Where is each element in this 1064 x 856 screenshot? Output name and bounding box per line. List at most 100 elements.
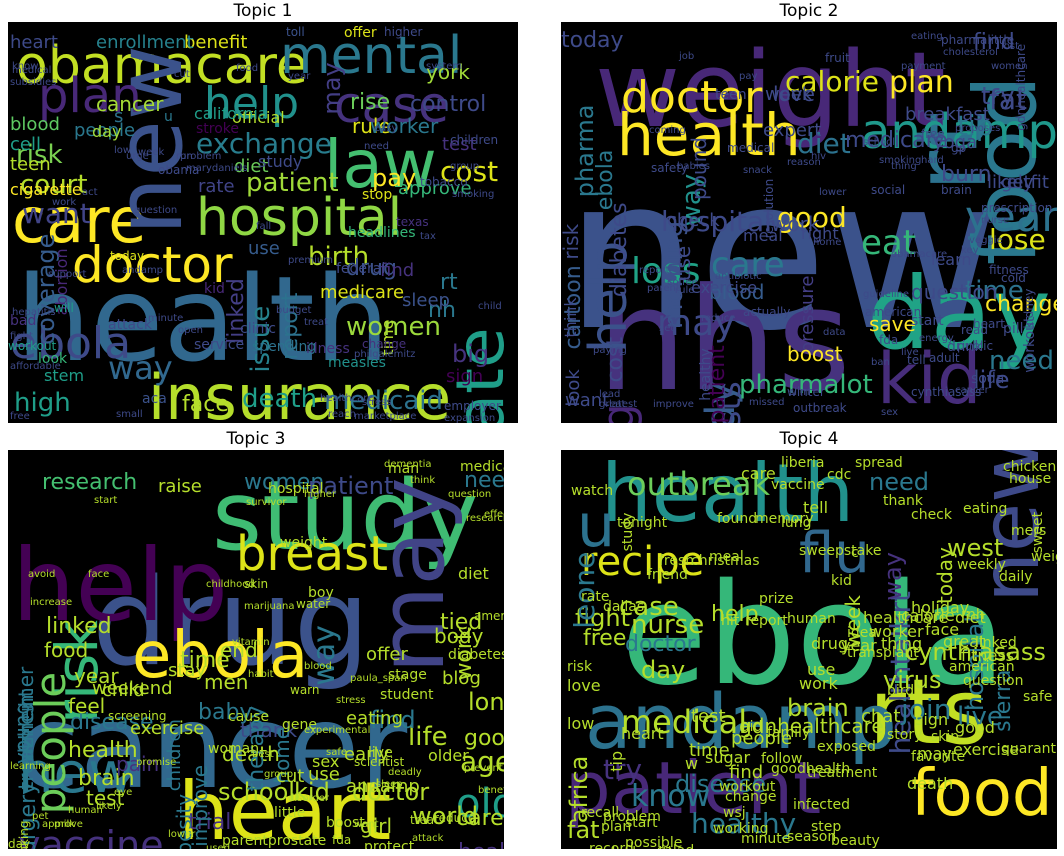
wordcloud-word: school xyxy=(218,778,295,806)
wordcloud-word: liberia xyxy=(781,455,825,471)
wordcloud-word: health xyxy=(617,101,801,169)
wordcloud-word: law xyxy=(324,126,437,203)
wordcloud-word: pharmalittle xyxy=(941,33,1015,47)
wordcloud-word: case xyxy=(334,76,449,134)
wordcloud-word: older xyxy=(428,746,469,765)
wordcloud-word: time xyxy=(965,276,1024,306)
wordcloud-word: free xyxy=(583,626,627,651)
wordcloud-word: day xyxy=(641,656,686,684)
wordcloud-word: women xyxy=(346,312,441,342)
wordcloud-word: working xyxy=(713,821,769,837)
wordcloud-word: may xyxy=(318,62,346,115)
wordcloud-word: question xyxy=(134,205,178,216)
wordcloud-word: group xyxy=(450,161,480,172)
wordcloud-word: set xyxy=(659,323,675,334)
wordcloud-word: stage xyxy=(388,667,427,683)
wordcloud-word: people xyxy=(74,120,136,141)
wordcloud-word: heart xyxy=(621,724,664,743)
wordcloud-word: think xyxy=(561,297,580,338)
wordcloud-word: obamacare xyxy=(891,249,948,260)
wordcloud-word: change xyxy=(362,337,407,351)
wordcloud-word: gene xyxy=(282,717,317,733)
wordcloud-word: calorie xyxy=(785,65,879,98)
wordcloud-word: cut xyxy=(174,69,190,80)
wordcloud-word: parent xyxy=(647,283,680,294)
wordcloud-word: stress xyxy=(362,397,392,408)
wordcloud-word: new xyxy=(565,132,1000,377)
wordcloud-word: nhs xyxy=(597,258,851,423)
wordcloud-word: watch xyxy=(571,483,614,499)
wordcloud-word: exchange xyxy=(196,127,332,160)
wordcloud-word: gdnhealthcare xyxy=(739,714,884,738)
wordcloud-word: change xyxy=(725,789,777,805)
wordcloud-word: worker xyxy=(869,622,924,641)
wordcloud-word: live xyxy=(368,745,393,761)
wordcloud-word: way xyxy=(879,552,907,601)
wordcloud-word: survivor xyxy=(246,497,287,508)
wordcloud-word: think xyxy=(410,475,436,486)
wordcloud-word: approve xyxy=(398,178,472,199)
wordcloud-word: sweepstake xyxy=(799,543,882,559)
wordcloud-word: face xyxy=(88,569,110,580)
wordcloud-word: marketplace xyxy=(354,411,417,422)
wordcloud-word: live xyxy=(901,347,919,358)
wordcloud-word: possible xyxy=(625,835,683,849)
wordcloud-word: researcher xyxy=(466,513,504,524)
wordcloud-word: boy xyxy=(308,585,334,601)
wordcloud-word: medical xyxy=(621,703,748,741)
wordcloud-word: american xyxy=(949,659,1015,675)
wordcloud-word: children xyxy=(450,133,499,147)
wordcloud-word: cynthiasass xyxy=(905,638,1046,666)
wordcloud-word: cigarette xyxy=(10,180,82,199)
wordcloud-word: food xyxy=(911,757,1053,831)
wordcloud-word: coming xyxy=(649,125,686,136)
wordcloud-word: fight xyxy=(575,604,630,632)
wordcloud-word: breakfast xyxy=(905,104,990,125)
wordcloud-word: loss xyxy=(631,251,701,292)
wordcloud-word: yoga xyxy=(933,132,978,153)
wordcloud-word: trial xyxy=(188,810,232,835)
wordcloud-word: old xyxy=(456,781,504,827)
wordcloud-word: report xyxy=(745,613,788,629)
wordcloud-word: high xyxy=(14,388,71,418)
wordcloud-word: kid xyxy=(294,778,330,806)
wordcloud-word: birth xyxy=(308,242,370,272)
wordcloud-word: exposed xyxy=(817,739,876,755)
wordcloud-word: time xyxy=(180,648,230,673)
wordcloud-word: best xyxy=(252,749,274,760)
wordcloud-word: benefit xyxy=(478,785,504,796)
wordcloud-word: soda xyxy=(971,371,1005,387)
wordcloud-word: safety xyxy=(651,161,689,175)
wordcloud-word: philgalemitz xyxy=(354,349,416,360)
topic-2-wordcloud: new nhs weight day health food rt kid andamp help… xyxy=(561,22,1057,423)
wordcloud-word: free xyxy=(921,127,945,141)
wordcloud-word: fda xyxy=(332,833,352,847)
wordcloud-word: linked xyxy=(975,635,1017,651)
wordcloud-word: food xyxy=(44,638,89,662)
wordcloud-word: pay xyxy=(372,164,417,192)
wordcloud-word: c xyxy=(851,545,859,561)
wordcloud-word: men xyxy=(204,670,249,694)
wordcloud-word: cancer xyxy=(16,680,408,815)
wordcloud-word: andamp xyxy=(122,265,164,276)
wordcloud-word: find xyxy=(729,762,764,783)
wordcloud-word: marijuana xyxy=(244,601,295,612)
wordcloud-word: smoking xyxy=(879,155,922,166)
wordcloud-word: fight xyxy=(10,331,33,342)
wordcloud-word: hospital xyxy=(268,481,324,497)
wordcloud-word: skin xyxy=(244,577,269,591)
wordcloud-word: expansion xyxy=(444,413,496,424)
wordcloud-word: drug xyxy=(346,256,397,281)
wordcloud-word: lower xyxy=(168,829,196,840)
wordcloud-word: find xyxy=(973,30,1015,55)
wordcloud-word: hospital xyxy=(196,188,403,248)
wordcloud-word: proposes xyxy=(955,123,1001,134)
wordcloud-word: child xyxy=(102,680,145,701)
wordcloud-word: york xyxy=(426,60,470,84)
wordcloud-word: beauty xyxy=(831,833,880,849)
wordcloud-word: drug xyxy=(92,554,370,693)
wordcloud-word: open xyxy=(178,325,203,336)
wordcloud-word: woman xyxy=(208,741,260,757)
wordcloud-word: death xyxy=(242,384,318,414)
wordcloud-word: help xyxy=(711,602,759,627)
